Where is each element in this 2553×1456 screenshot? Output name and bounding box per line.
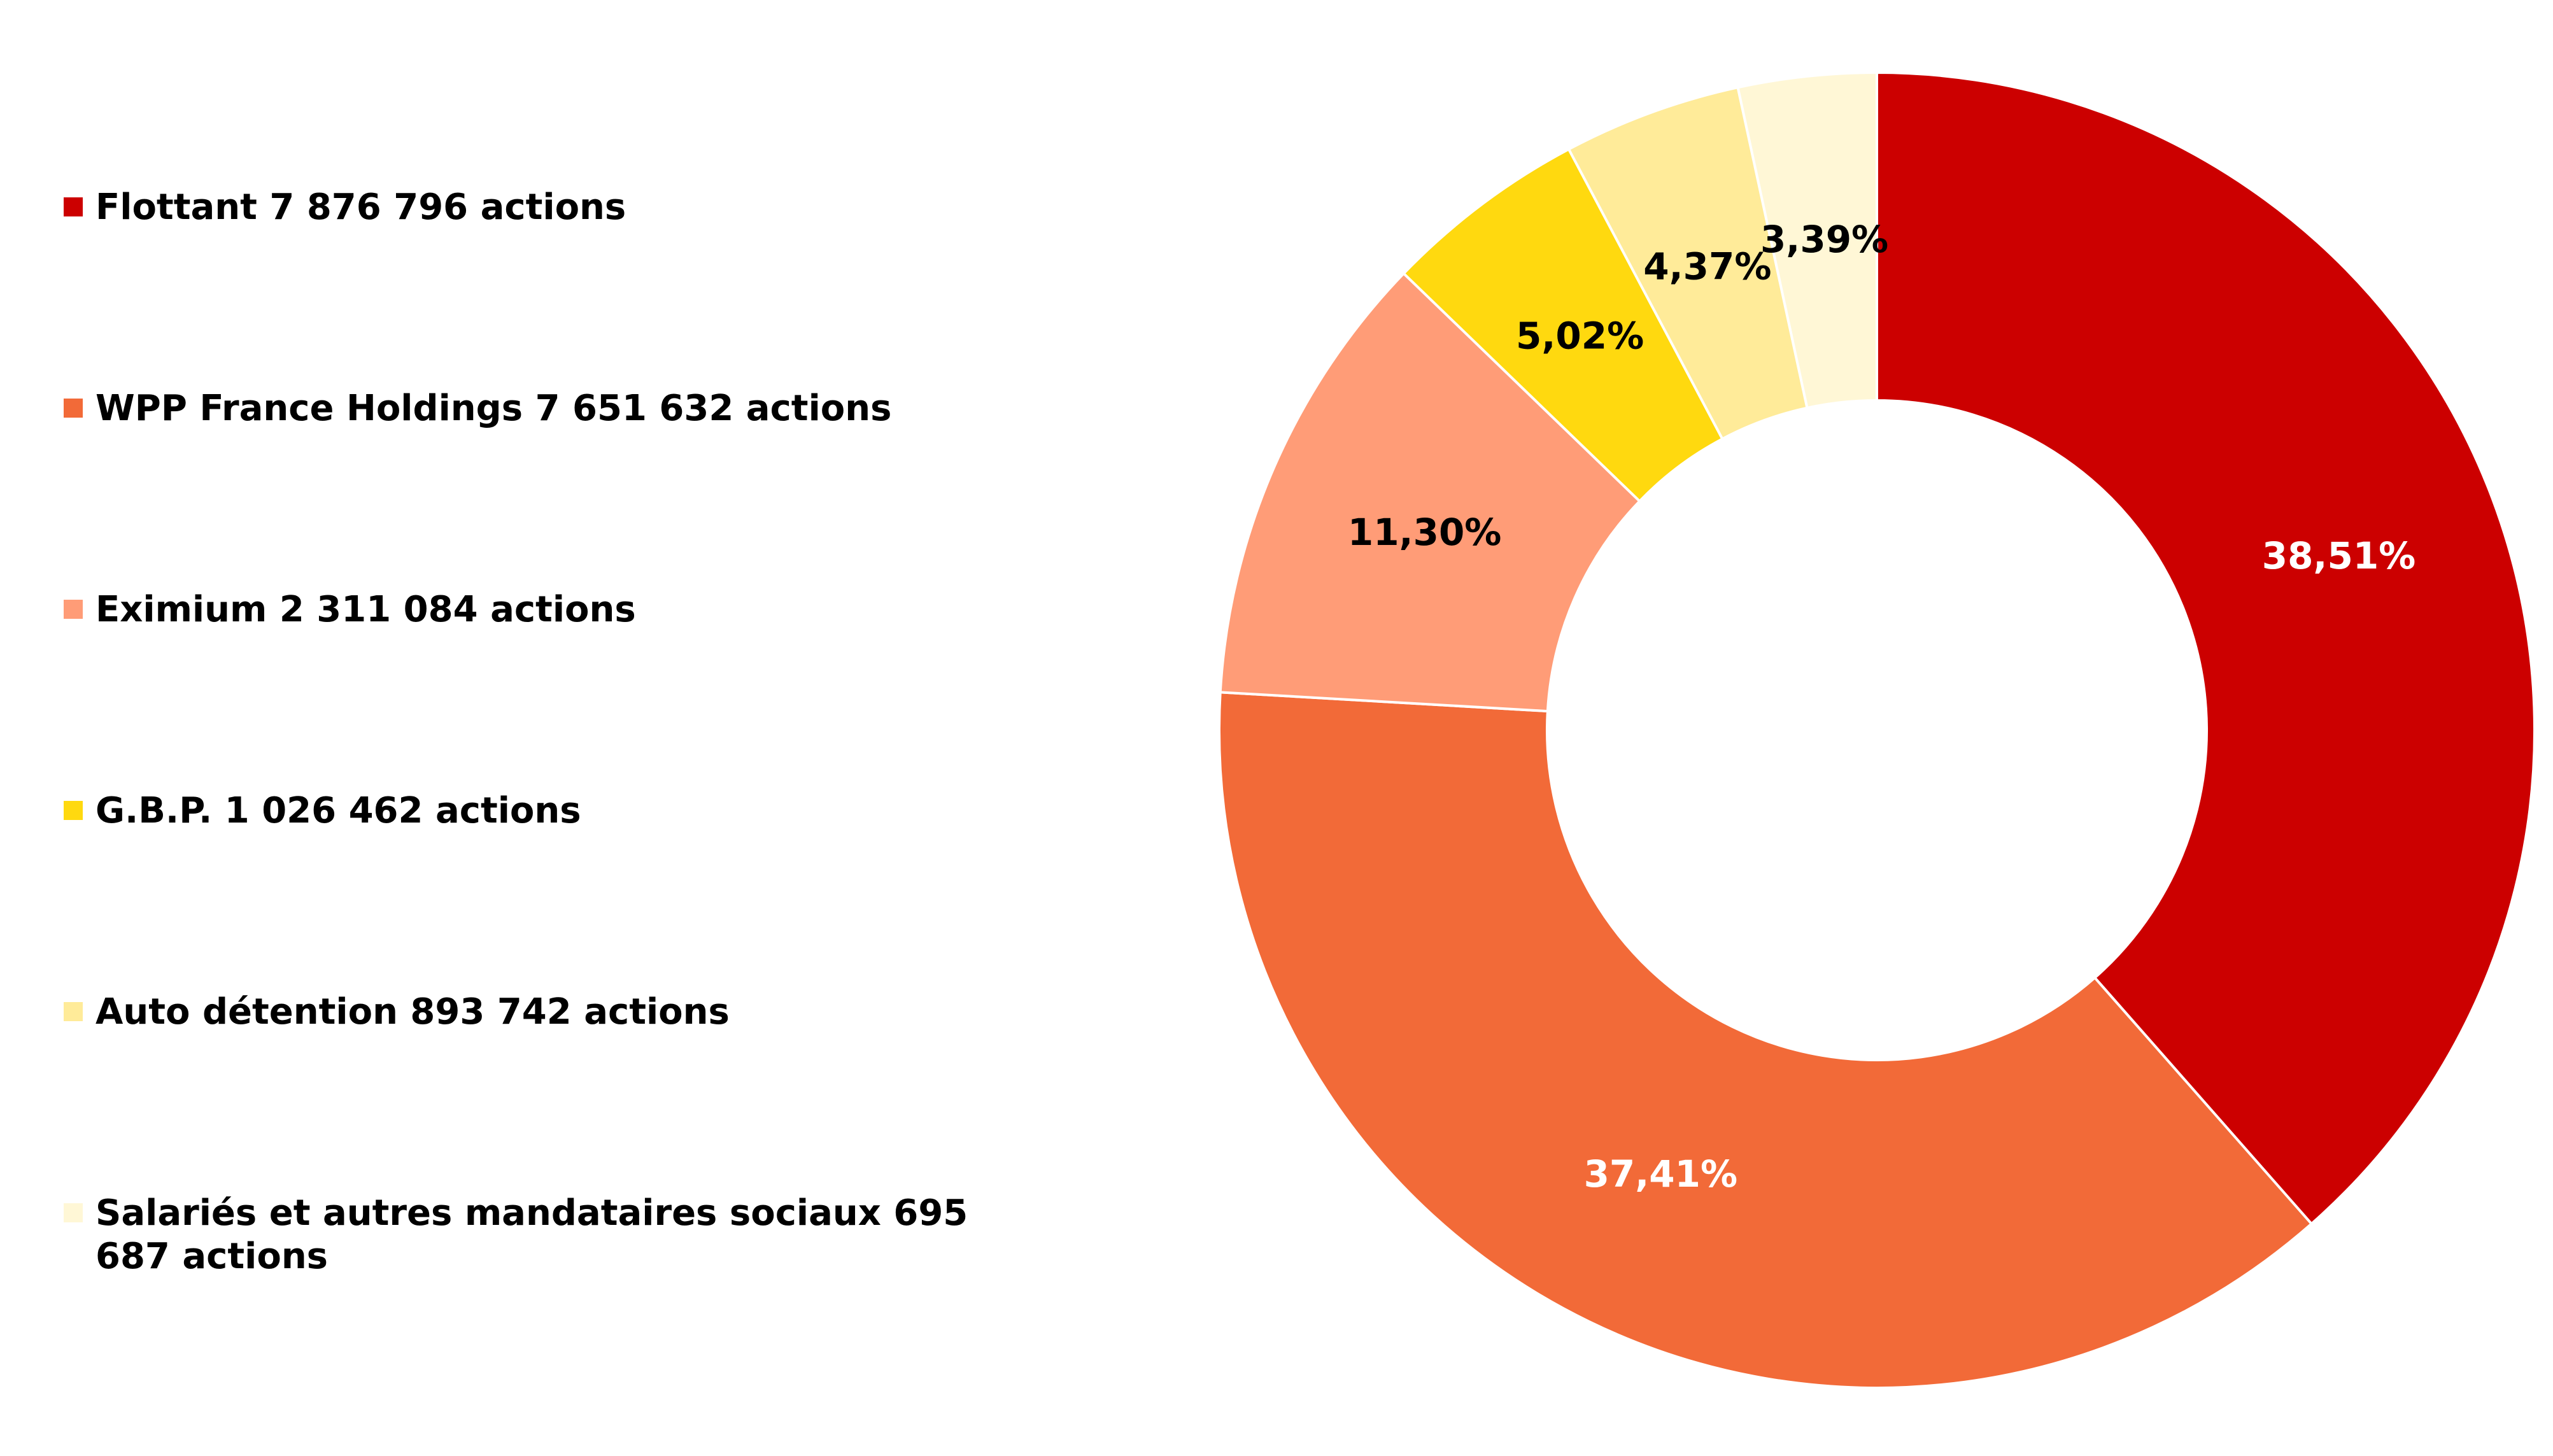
donut-slice	[1736, 71, 1878, 410]
legend-label: Eximium 2 311 084 actions	[95, 589, 636, 630]
legend-label: Auto détention 893 742 actions	[95, 991, 730, 1033]
legend-swatch	[64, 399, 83, 418]
legend-item: Eximium 2 311 084 actions	[64, 588, 1057, 632]
slice-data-label: 4,37%	[1643, 245, 1771, 288]
slice-data-label: 11,30%	[1348, 511, 1502, 554]
donut-slice	[1219, 271, 1642, 713]
legend-label: G.B.P. 1 026 462 actions	[95, 790, 581, 831]
legend-item: Salariés et autres mandataires sociaux 6…	[64, 1192, 1057, 1278]
donut-slice	[1876, 71, 2536, 1226]
legend-item: Auto détention 893 742 actions	[64, 991, 1057, 1034]
slice-data-label: 3,39%	[1760, 218, 1888, 261]
donut-slice	[1218, 691, 2314, 1389]
legend-label: Flottant 7 876 796 actions	[95, 187, 626, 228]
legend-swatch	[64, 1002, 83, 1021]
legend-label: WPP France Holdings 7 651 632 actions	[95, 388, 892, 429]
legend-item: WPP France Holdings 7 651 632 actions	[64, 387, 1057, 430]
slice-data-label: 38,51%	[2262, 534, 2416, 577]
slice-data-label: 37,41%	[1584, 1152, 1738, 1196]
legend-item: Flottant 7 876 796 actions	[64, 186, 1057, 229]
legend-item: G.B.P. 1 026 462 actions	[64, 789, 1057, 833]
chart-legend: Flottant 7 876 796 actions WPP France Ho…	[64, 0, 1057, 1456]
legend-swatch	[64, 197, 83, 216]
slice-data-label: 5,02%	[1516, 314, 1644, 357]
legend-label: Salariés et autres mandataires sociaux 6…	[95, 1192, 968, 1277]
legend-swatch	[64, 801, 83, 820]
legend-swatch	[64, 600, 83, 619]
legend-swatch	[64, 1203, 83, 1222]
